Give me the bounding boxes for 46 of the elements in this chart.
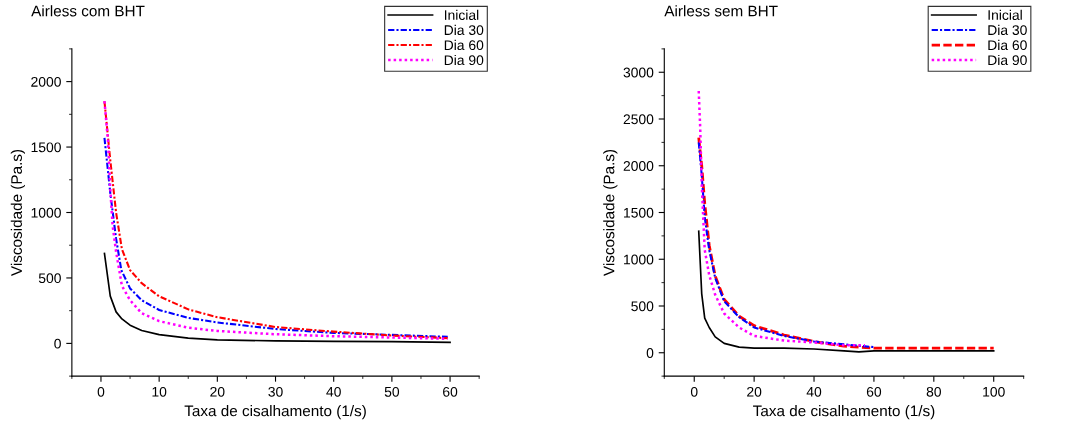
y-tick-label: 2000 <box>31 76 61 87</box>
y-tick-label: 0 <box>54 338 61 349</box>
y-tick-label: 2000 <box>623 161 654 171</box>
line-series <box>697 141 875 349</box>
y-tick-label: 1000 <box>624 254 654 265</box>
x-tick-label: 10 <box>152 386 167 397</box>
x-tick-label: 60 <box>443 386 458 397</box>
x-tick-label: 20 <box>747 386 762 397</box>
x-tick-label: 80 <box>926 386 941 397</box>
x-tick-label: 60 <box>866 386 882 397</box>
x-tick-label: 20 <box>210 386 225 397</box>
legend-label: Dia 90 <box>988 54 1027 66</box>
y-tick-label: 500 <box>38 273 61 284</box>
x-tick-label: 100 <box>983 386 1005 397</box>
legend-label: Inicial <box>444 9 479 21</box>
line-series <box>103 136 449 338</box>
legend-label: Dia 60 <box>444 39 484 51</box>
y-axis-title: Viscosidade (Pa.s) <box>10 149 25 276</box>
y-tick-label: 3000 <box>623 67 654 78</box>
x-axis-title: Taxa de cisalhamento (1/s) <box>753 405 935 420</box>
x-tick-label: 30 <box>268 386 283 397</box>
chart-title: Airless com BHT <box>31 5 145 17</box>
legend-label: Inicial <box>988 9 1022 21</box>
y-tick-label: 1500 <box>624 207 654 218</box>
line-series <box>103 252 451 344</box>
line-series <box>103 100 449 340</box>
line-series <box>697 89 867 347</box>
y-tick-label: 500 <box>631 301 654 312</box>
legend-label: Dia 30 <box>444 24 484 36</box>
legend-label: Dia 90 <box>444 54 484 66</box>
legend-label: Dia 60 <box>988 39 1027 51</box>
y-axis-title: Viscosidade (Pa.s) <box>603 149 618 276</box>
x-tick-label: 40 <box>326 386 341 397</box>
x-tick-label: 50 <box>384 386 400 397</box>
legend-label: Dia 30 <box>988 24 1027 36</box>
y-tick-label: 1000 <box>31 207 61 218</box>
line-series <box>697 136 996 350</box>
y-tick-label: 2500 <box>623 114 654 125</box>
y-tick-label: 1500 <box>31 142 61 153</box>
x-tick-label: 0 <box>97 386 105 397</box>
x-tick-label: 0 <box>690 386 698 397</box>
line-series <box>697 230 995 353</box>
chart-title: Airless sem BHT <box>664 5 778 17</box>
x-tick-label: 40 <box>806 386 822 397</box>
y-tick-label: 0 <box>646 348 654 358</box>
x-axis-title: Taxa de cisalhamento (1/s) <box>184 405 366 420</box>
